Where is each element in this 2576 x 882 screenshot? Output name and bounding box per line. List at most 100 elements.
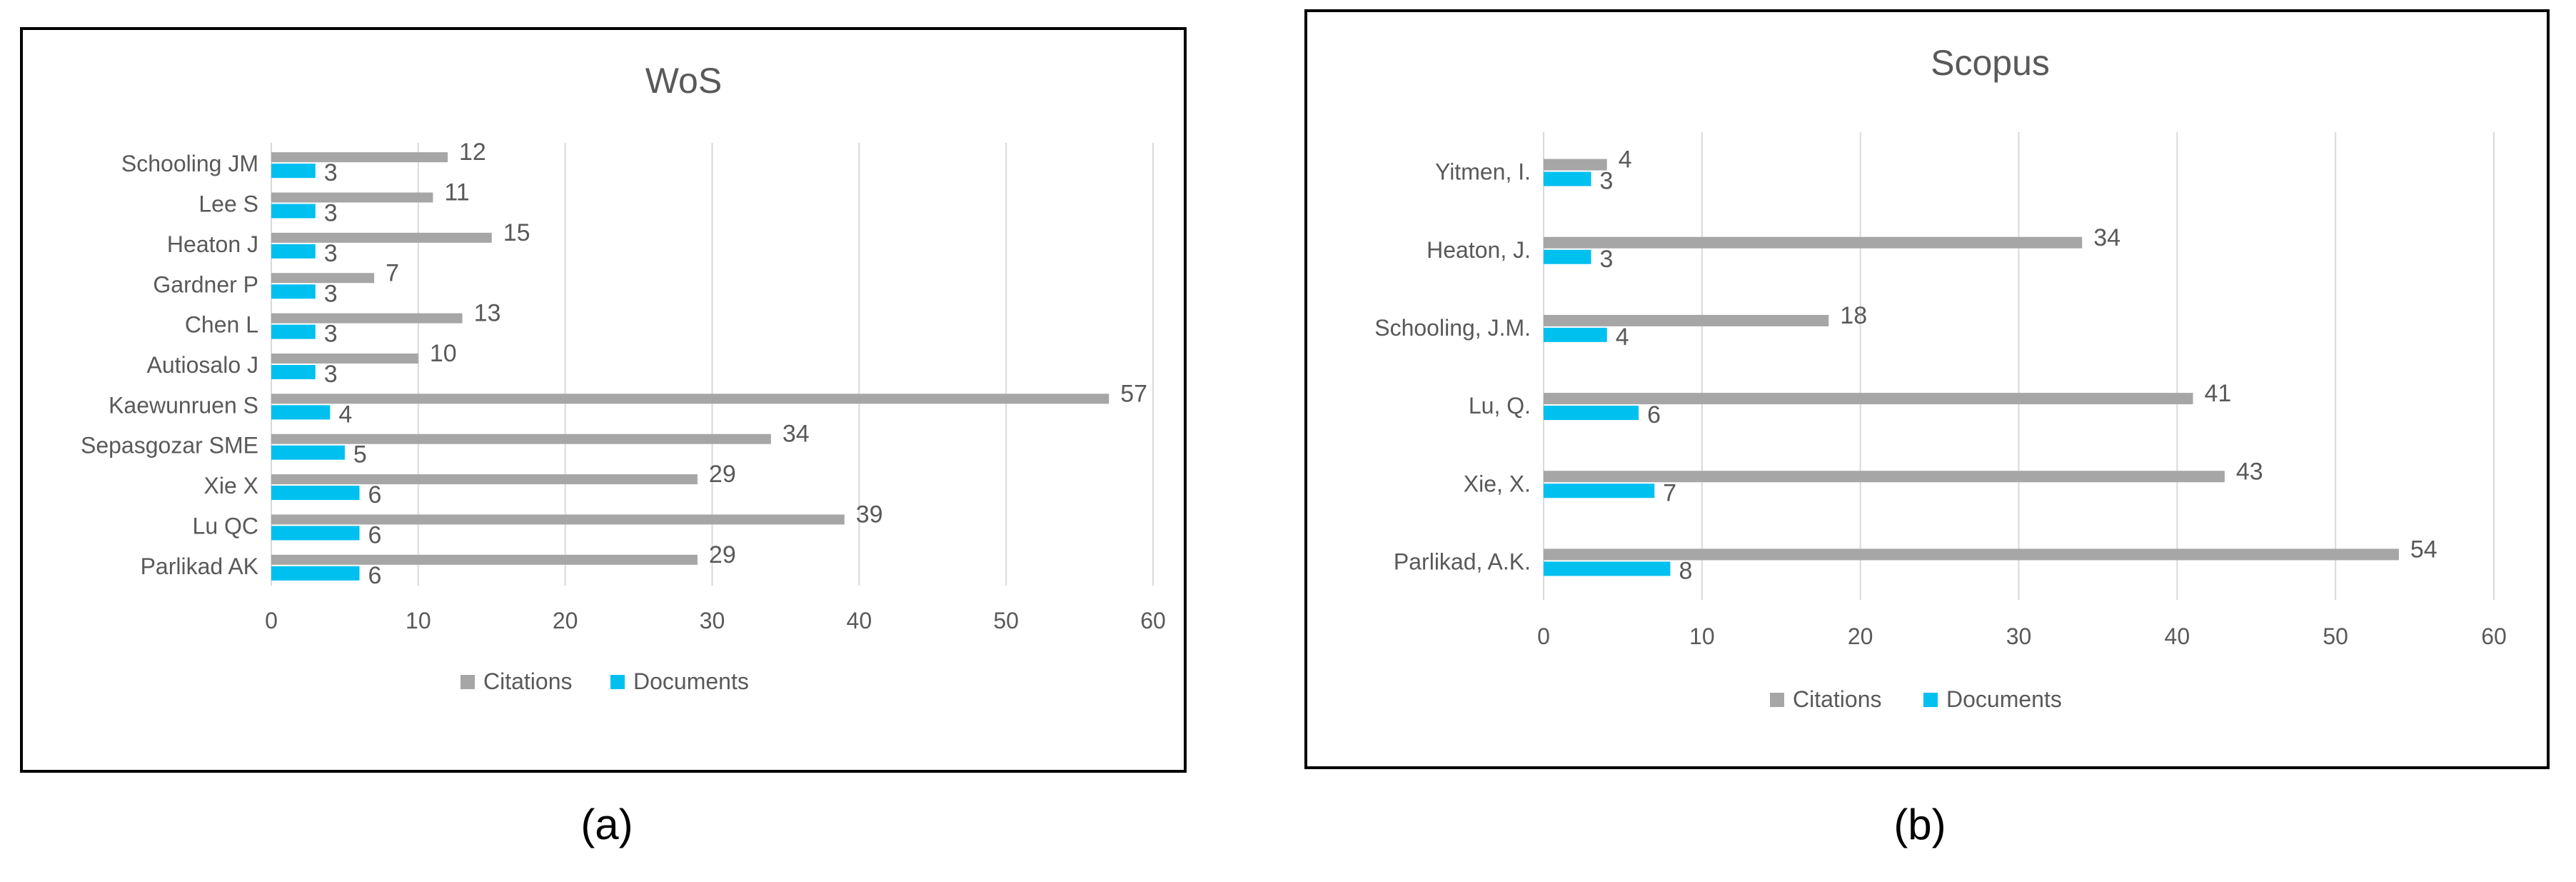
- x-tick-label: 10: [406, 608, 431, 633]
- bar-documents-lu-q: [1544, 406, 1639, 421]
- data-label-documents-yitmen-i: 3: [1600, 168, 1614, 195]
- bar-documents-lee-s: [271, 204, 316, 219]
- data-label-documents-xie-x: 6: [368, 481, 382, 508]
- x-tick-label: 0: [265, 608, 278, 633]
- category-label-parlikad-ak: Parlikad AK: [141, 553, 258, 579]
- data-label-documents-parlikad-ak: 6: [368, 562, 382, 589]
- category-label-gardner-p: Gardner P: [153, 271, 258, 297]
- bar-documents-gardner-p: [271, 284, 316, 299]
- bar-documents-autiosalo-j: [271, 365, 316, 379]
- x-tick-label: 40: [847, 608, 872, 633]
- legend-swatch-citations: [461, 675, 475, 689]
- chart-frame: [1304, 9, 2550, 769]
- bar-documents-schooling-jm: [271, 164, 316, 179]
- bar-citations-kaewunruen-s: [271, 394, 1110, 404]
- data-label-citations-parlikad-a-k: 54: [2410, 536, 2437, 563]
- data-label-citations-xie-x: 43: [2236, 458, 2263, 485]
- bar-documents-heaton-j: [1544, 249, 1591, 264]
- data-label-citations-lu-q: 41: [2205, 380, 2232, 407]
- legend-label-documents: Documents: [1946, 686, 2062, 712]
- data-label-documents-xie-x: 7: [1663, 479, 1676, 506]
- category-label-kaewunruen-s: Kaewunruen S: [109, 392, 258, 418]
- data-label-citations-sepasgozar-sme: 34: [783, 421, 810, 448]
- data-label-citations-yitmen-i: 4: [1619, 146, 1632, 174]
- bar-citations-xie-x: [1544, 471, 2225, 483]
- x-tick-label: 60: [1140, 608, 1166, 633]
- data-label-citations-schooling-j-m: 18: [1840, 302, 1867, 329]
- legend-label-citations: Citations: [1793, 686, 1882, 712]
- bar-citations-heaton-j: [271, 232, 492, 243]
- bar-citations-xie-x: [271, 474, 698, 485]
- category-label-lu-qc: Lu QC: [193, 513, 258, 538]
- data-label-documents-lu-qc: 6: [368, 521, 382, 548]
- x-tick-label: 60: [2481, 623, 2507, 649]
- chart-wos: WoS 0 10 20 30 40 50 60 Schooling JM 12 3 Lee S 11 3 H…: [20, 27, 1187, 848]
- data-label-citations-xie-x: 29: [709, 461, 736, 488]
- x-tick-label: 30: [2006, 623, 2032, 649]
- category-label-chen-l: Chen L: [185, 312, 258, 338]
- data-label-documents-parlikad-a-k: 8: [1679, 557, 1692, 584]
- data-label-documents-schooling-jm: 3: [324, 159, 338, 186]
- data-label-documents-lee-s: 3: [324, 200, 338, 227]
- bar-documents-xie-x: [1544, 483, 1655, 498]
- bar-documents-parlikad-a-k: [1544, 561, 1671, 576]
- x-tick-label: 20: [553, 608, 578, 633]
- x-tick-label: 50: [2323, 623, 2348, 649]
- category-label-lee-s: Lee S: [198, 191, 258, 217]
- chart-panel-b: Scopus 0 10 20 30 40 50 60 Yitmen, I. 4 3 Heaton, J…: [1288, 0, 2576, 878]
- category-label-xie-x: Xie X: [204, 473, 258, 498]
- bar-citations-schooling-jm: [271, 152, 448, 163]
- data-label-documents-schooling-j-m: 4: [1616, 324, 1629, 351]
- data-label-citations-lu-qc: 39: [856, 501, 883, 528]
- bar-citations-autiosalo-j: [271, 354, 418, 364]
- category-label-yitmen-i: Yitmen, I.: [1435, 159, 1531, 185]
- data-label-documents-heaton-j: 3: [324, 240, 338, 267]
- bar-documents-heaton-j: [271, 244, 316, 259]
- category-label-heaton-j: Heaton J: [167, 231, 258, 257]
- category-label-heaton-j: Heaton, J.: [1427, 237, 1531, 263]
- data-label-citations-chen-l: 13: [474, 300, 501, 327]
- data-label-citations-schooling-jm: 12: [459, 139, 486, 166]
- data-label-citations-heaton-j: 34: [2093, 224, 2120, 251]
- category-label-sepasgozar-sme: Sepasgozar SME: [81, 433, 258, 458]
- data-label-documents-chen-l: 3: [324, 321, 338, 348]
- data-label-documents-heaton-j: 3: [1600, 246, 1614, 273]
- panel-label: (b): [1893, 801, 1946, 848]
- bar-citations-parlikad-a-k: [1544, 548, 2399, 561]
- bar-citations-sepasgozar-sme: [271, 434, 771, 444]
- category-label-lu-q: Lu, Q.: [1469, 393, 1531, 419]
- bar-citations-lee-s: [271, 192, 433, 203]
- bar-documents-kaewunruen-s: [271, 405, 331, 420]
- data-label-documents-lu-q: 6: [1647, 401, 1661, 429]
- legend-swatch-documents: [610, 675, 625, 689]
- panel-label: (a): [580, 801, 633, 848]
- bar-citations-chen-l: [271, 313, 463, 324]
- x-tick-label: 10: [1689, 623, 1715, 649]
- data-label-citations-lee-s: 11: [444, 179, 469, 206]
- category-label-schooling-jm: Schooling JM: [121, 151, 258, 176]
- legend-label-documents: Documents: [633, 668, 749, 694]
- data-label-documents-kaewunruen-s: 4: [338, 401, 352, 428]
- bar-documents-schooling-j-m: [1544, 327, 1607, 342]
- bar-documents-xie-x: [271, 486, 360, 501]
- legend-swatch-documents: [1923, 693, 1938, 707]
- data-label-citations-gardner-p: 7: [386, 259, 399, 286]
- data-label-citations-parlikad-ak: 29: [709, 541, 736, 568]
- bar-citations-heaton-j: [1544, 236, 2083, 249]
- bar-citations-gardner-p: [271, 273, 375, 284]
- data-label-documents-autiosalo-j: 3: [324, 361, 338, 388]
- data-label-citations-autiosalo-j: 10: [430, 340, 457, 367]
- legend-swatch-citations: [1770, 693, 1784, 707]
- x-tick-label: 0: [1537, 623, 1550, 649]
- bar-documents-chen-l: [271, 324, 316, 339]
- chart-title: WoS: [645, 61, 722, 101]
- bar-citations-yitmen-i: [1544, 159, 1607, 171]
- x-tick-label: 30: [700, 608, 725, 633]
- chart-panel-a: WoS 0 10 20 30 40 50 60 Schooling JM 12 3 Lee S 11 3 H…: [0, 0, 1288, 878]
- data-label-citations-kaewunruen-s: 57: [1120, 380, 1147, 407]
- bar-documents-sepasgozar-sme: [271, 445, 345, 460]
- bar-citations-lu-q: [1544, 393, 2193, 405]
- x-tick-label: 20: [1848, 623, 1873, 649]
- legend-label-citations: Citations: [483, 668, 573, 694]
